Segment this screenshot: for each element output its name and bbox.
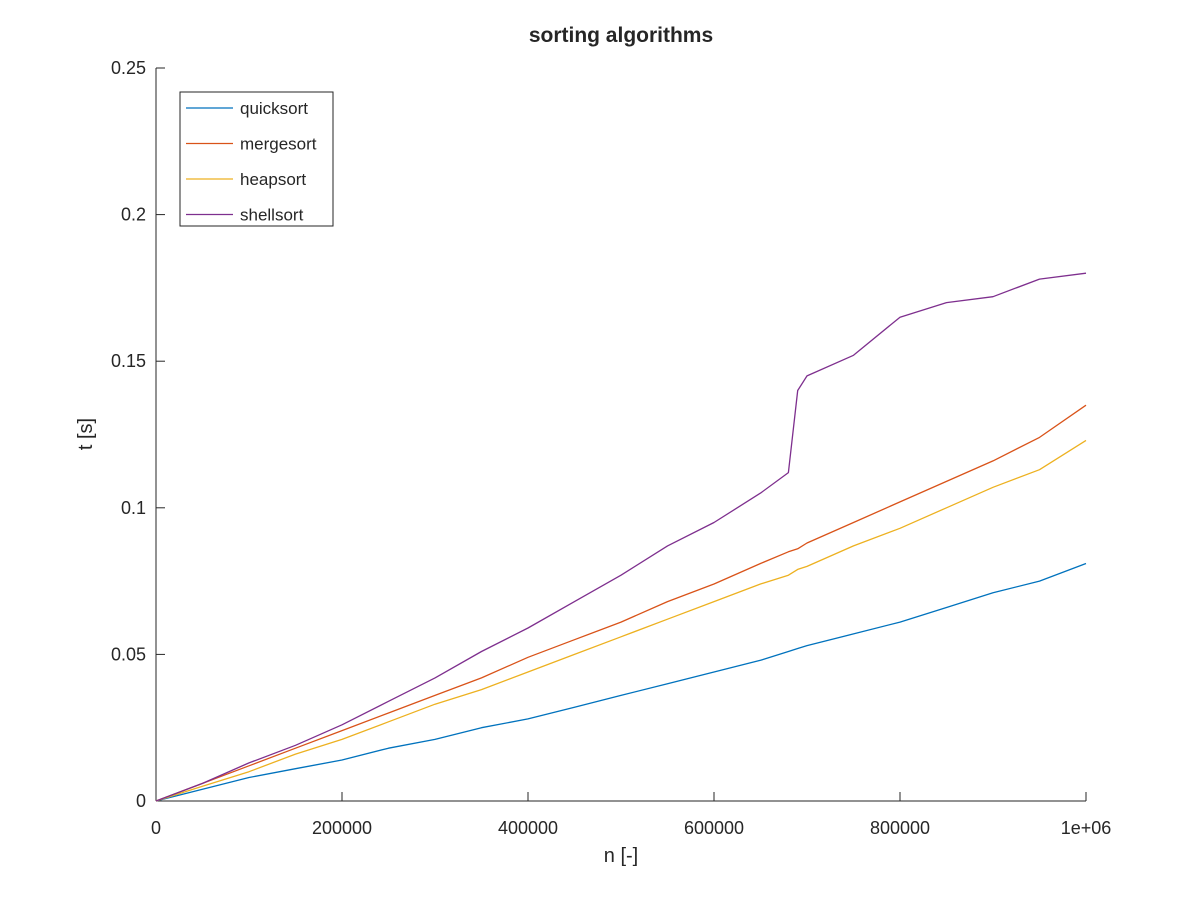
y-tick-label: 0.15 xyxy=(111,351,146,371)
series-line-shellsort xyxy=(155,272,1087,802)
x-axis-label: n [-] xyxy=(604,845,638,867)
chart-title: sorting algorithms xyxy=(529,24,713,47)
y-tick-label: 0.2 xyxy=(121,205,146,225)
x-tick-label: 800000 xyxy=(870,818,930,838)
series-line-heapsort xyxy=(155,439,1087,802)
legend-label-mergesort: mergesort xyxy=(240,135,317,154)
x-tick-label: 0 xyxy=(151,818,161,838)
legend-label-heapsort: heapsort xyxy=(240,170,306,189)
x-tick-label: 1e+06 xyxy=(1061,818,1112,838)
legend-label-quicksort: quicksort xyxy=(240,99,308,118)
series-line-quicksort xyxy=(155,562,1087,802)
y-tick-label: 0.1 xyxy=(121,498,146,518)
series-line-mergesort xyxy=(155,404,1087,802)
legend-box xyxy=(179,91,334,227)
legend-label-shellsort: shellsort xyxy=(240,206,304,225)
y-tick-label: 0.05 xyxy=(111,644,146,664)
x-tick-label: 600000 xyxy=(684,818,744,838)
y-tick-label: 0 xyxy=(136,791,146,811)
y-tick-label: 0.25 xyxy=(111,58,146,78)
series-layer xyxy=(155,272,1087,802)
axes: 0 200000 400000 600000 800000 1e+06 0 0.05 0.1 0.… xyxy=(111,58,1111,838)
y-axis-label: t [s] xyxy=(75,418,97,450)
x-tick-label: 400000 xyxy=(498,818,558,838)
legend: quicksort mergesort heapsort shellsort xyxy=(179,91,334,227)
x-tick-label: 200000 xyxy=(312,818,372,838)
